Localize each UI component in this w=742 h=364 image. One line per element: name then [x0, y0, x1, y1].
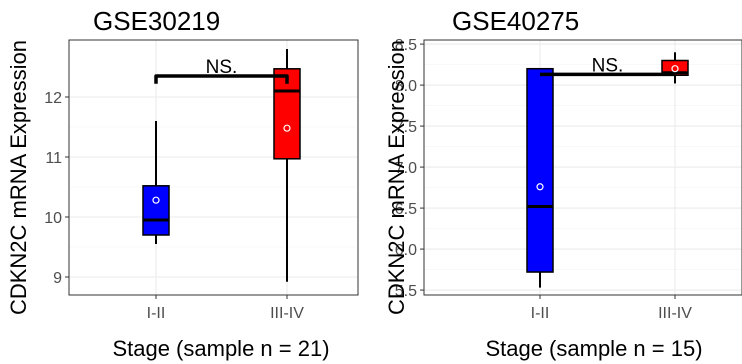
- x-axis-label: Stage (sample n = 21): [112, 336, 329, 361]
- y-tick-label: 5.5: [395, 283, 417, 300]
- significance-label: NS.: [206, 57, 238, 78]
- box-body: [273, 68, 301, 160]
- chart-panel-2: 5.5 6.0 6.5 7.0 7.5 8.0 8.5 NS. I-II III-IV GSE402…: [384, 6, 742, 361]
- x-tick-label: III-IV: [270, 305, 304, 322]
- panel-border: [423, 39, 742, 296]
- y-tick-label: 7.5: [395, 119, 417, 136]
- chart-title: GSE40275: [452, 6, 579, 36]
- box-III-IV: [661, 52, 689, 84]
- y-tick-label: 8.5: [395, 37, 417, 54]
- chart-title: GSE30219: [93, 6, 220, 36]
- x-tick-label: I-II: [147, 305, 166, 322]
- y-axis-label: CDKN2C mRNA Expression: [6, 40, 31, 315]
- significance-bracket: [154, 74, 289, 84]
- significance-label: NS.: [592, 55, 624, 76]
- chart-panel-1: 9 10 11 12 NS. I-II III-IV GSE30219 Stage (sampl…: [6, 6, 359, 361]
- mean-point: [283, 124, 291, 132]
- y-tick-label: 9: [53, 270, 62, 287]
- panel-border: [68, 39, 359, 296]
- y-tick-label: 7.0: [395, 160, 417, 177]
- box-body: [526, 67, 554, 273]
- x-tick-label: III-IV: [658, 305, 692, 322]
- box-body: [142, 185, 170, 236]
- y-axis-label: CDKN2C mRNA Expression: [384, 40, 409, 315]
- y-tick-label: 12: [44, 90, 62, 107]
- y-tick-label: 11: [45, 150, 62, 167]
- y-tick-label: 6.0: [395, 242, 417, 259]
- box-III-IV: [273, 49, 301, 282]
- mean-point: [536, 183, 544, 191]
- mean-point: [671, 65, 679, 73]
- box-I-II: [526, 67, 554, 288]
- box-I-II: [142, 121, 170, 244]
- mean-point: [152, 196, 160, 204]
- y-tick-label: 8.0: [395, 78, 417, 95]
- x-axis-label: Stage (sample n = 15): [485, 336, 702, 361]
- y-tick-label: 10: [44, 210, 62, 227]
- y-tick-label: 6.5: [395, 201, 417, 218]
- x-tick-label: I-II: [531, 305, 550, 322]
